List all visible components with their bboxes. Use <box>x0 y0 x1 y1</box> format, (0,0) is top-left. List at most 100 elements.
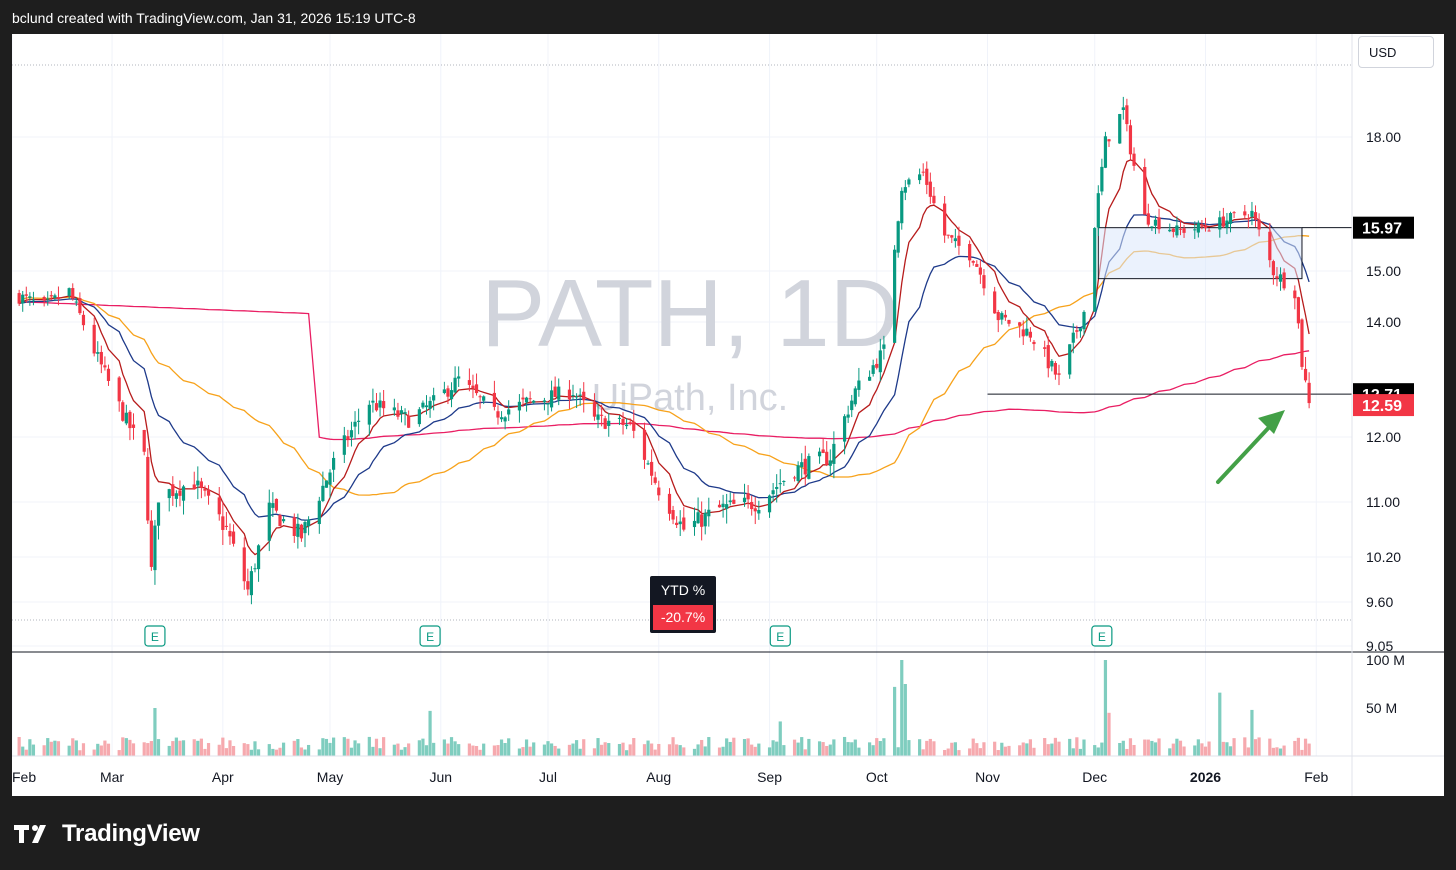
volume-bar <box>725 738 729 756</box>
candle-body <box>821 449 825 453</box>
volume-bar <box>728 741 732 756</box>
volume-bar <box>717 747 722 756</box>
volume-bar <box>231 745 236 756</box>
volume-bar <box>557 748 561 756</box>
candle-body <box>921 171 925 173</box>
candle-body <box>767 495 772 513</box>
candle-body <box>246 581 250 590</box>
volume-bar <box>1171 743 1175 756</box>
candle-body <box>728 500 732 503</box>
candle-body <box>846 414 850 418</box>
candle-body <box>746 493 750 500</box>
candle-body <box>117 377 121 402</box>
sma-200-line <box>19 300 1310 441</box>
volume-bar <box>332 737 336 756</box>
volume-bar <box>224 748 228 756</box>
volume-bar <box>1078 748 1083 756</box>
ema-8-line <box>18 159 1310 556</box>
volume-bar <box>499 739 504 756</box>
volume-bar <box>921 749 925 756</box>
candle-body <box>1103 136 1108 168</box>
candle-body <box>1003 314 1007 318</box>
candle-body <box>478 396 482 398</box>
volume-bar <box>707 737 711 756</box>
candle-body <box>828 460 832 466</box>
volume-bar <box>424 745 429 756</box>
candle-body <box>524 397 529 403</box>
volume-bar <box>92 749 96 756</box>
candle-body <box>592 402 597 417</box>
candle-body <box>925 168 929 185</box>
candle-body <box>907 179 911 185</box>
volume-bar <box>267 744 271 756</box>
candle-body <box>457 376 461 379</box>
volume-bar <box>81 743 86 756</box>
volume-bar <box>871 745 875 756</box>
candle-body <box>807 456 811 479</box>
volume-bar <box>432 742 436 756</box>
price-chart[interactable]: PATH, 1D UiPath, Inc. E E E E 18.00 15.00 14.00 1… <box>12 34 1444 796</box>
candle-body <box>1068 344 1072 375</box>
volume-bar <box>371 746 375 756</box>
candle-body <box>1000 313 1004 320</box>
volume-bar <box>1203 746 1208 756</box>
candle-body <box>353 421 357 427</box>
volume-bar <box>1021 742 1025 756</box>
volume-bar <box>503 743 507 756</box>
volume-bar <box>1296 737 1300 756</box>
candle-body <box>1021 329 1025 337</box>
candle-body <box>1282 272 1286 289</box>
volume-bar <box>1178 740 1183 756</box>
volume-bar <box>46 738 50 756</box>
price-axis-tick: 18.00 <box>1366 129 1401 145</box>
volume-bar <box>625 750 629 756</box>
volume-bar <box>650 743 654 756</box>
volume-bar <box>28 739 32 756</box>
volume-bar <box>1153 742 1158 756</box>
candle-body <box>943 203 947 236</box>
candle-body <box>228 530 232 537</box>
volume-bar <box>807 738 811 756</box>
candle-body <box>617 417 622 419</box>
volume-bar <box>56 741 61 756</box>
volume-bar <box>306 744 311 756</box>
volume-bar <box>492 745 496 756</box>
candle-body <box>582 391 586 401</box>
volume-bar <box>124 738 128 756</box>
candle-body <box>396 410 400 417</box>
candle-body <box>153 525 157 571</box>
volume-bar <box>646 740 650 756</box>
volume-bar <box>742 739 747 756</box>
volume-bar <box>846 742 850 756</box>
candle-body <box>696 512 700 524</box>
time-axis-label: May <box>317 769 343 785</box>
volume-bar <box>878 741 882 756</box>
volume-bar <box>403 747 407 756</box>
currency-button[interactable]: USD <box>1358 36 1434 68</box>
volume-bar <box>249 749 254 756</box>
candle-body <box>317 500 321 525</box>
candle-body <box>1168 229 1172 232</box>
candle-body <box>953 238 957 242</box>
volume-bar <box>1175 738 1179 756</box>
candle-body <box>1082 311 1086 330</box>
volume-bar <box>78 750 82 756</box>
volume-bar <box>206 743 211 756</box>
volume-bar <box>482 743 486 756</box>
volume-bar <box>875 738 879 756</box>
candle-body <box>332 457 336 470</box>
candles <box>17 96 1311 605</box>
candle-body <box>918 174 922 181</box>
candle-body <box>482 396 486 401</box>
price-label-box <box>1353 394 1414 417</box>
volume-bar <box>832 739 836 756</box>
volume-bar <box>778 721 782 756</box>
candle-body <box>492 392 496 407</box>
volume-bar <box>574 740 579 756</box>
candle-body <box>1268 231 1272 261</box>
candle-body <box>750 502 754 510</box>
candle-body <box>700 514 704 527</box>
candle-body <box>707 509 711 517</box>
candle-body <box>1178 228 1183 230</box>
volume-bar <box>167 745 171 756</box>
